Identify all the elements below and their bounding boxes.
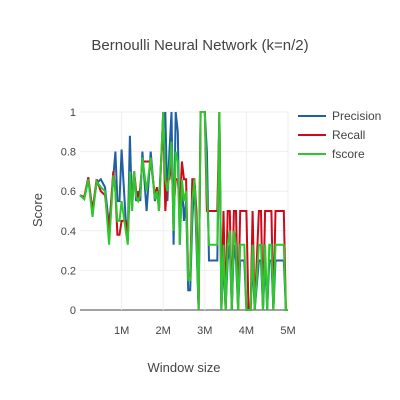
legend-label: Recall — [332, 128, 365, 142]
series-lines — [79, 111, 288, 311]
x-tick-label: 5M — [280, 325, 295, 337]
y-tick-label: 0.4 — [61, 226, 76, 238]
legend-item-precision[interactable]: Precision — [298, 109, 381, 123]
x-tick-label: 2M — [156, 325, 171, 337]
legend-item-fscore[interactable]: fscore — [298, 147, 365, 161]
chart-title: Bernoulli Neural Network (k=n/2) — [91, 37, 308, 54]
y-axis-title: Score — [30, 193, 45, 227]
x-axis-ticks: 1M 2M 3M 4M 5M — [114, 325, 296, 337]
x-tick-label: 3M — [197, 325, 212, 337]
y-tick-label: 0.2 — [61, 265, 76, 277]
y-axis-ticks: 0 0.2 0.4 0.6 0.8 1 — [61, 107, 76, 317]
y-tick-label: 1 — [70, 107, 76, 119]
legend-item-recall[interactable]: Recall — [298, 128, 365, 142]
series-line-fscore — [79, 111, 288, 311]
x-tick-label: 1M — [114, 325, 129, 337]
x-tick-label: 4M — [239, 325, 254, 337]
x-axis-title: Window size — [148, 360, 221, 375]
y-tick-label: 0.8 — [61, 147, 76, 159]
y-tick-label: 0.6 — [61, 186, 76, 198]
legend-label: fscore — [332, 147, 365, 161]
y-tick-label: 0 — [70, 305, 76, 317]
legend[interactable]: Precision Recall fscore — [298, 109, 381, 161]
gridlines — [80, 111, 289, 311]
legend-label: Precision — [332, 109, 381, 123]
